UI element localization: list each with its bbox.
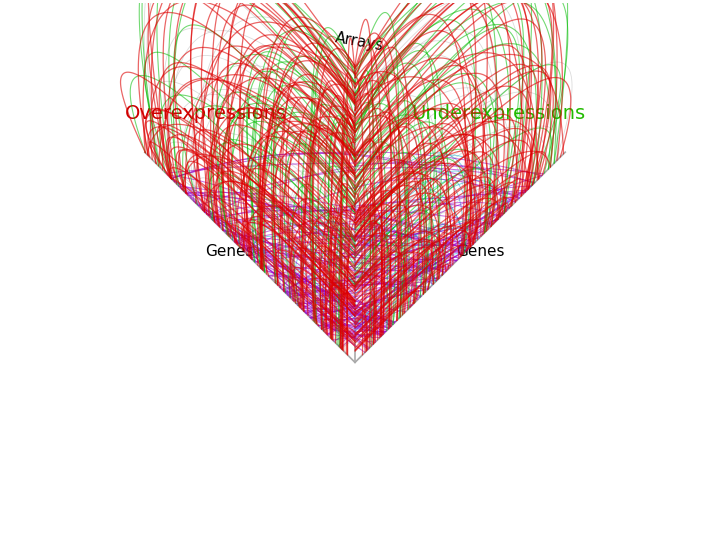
- Text: Arrays: Arrays: [334, 30, 386, 53]
- Text: Underexpressions: Underexpressions: [411, 103, 585, 123]
- Text: Genes: Genes: [205, 244, 253, 259]
- Text: Overexpressions: Overexpressions: [125, 103, 287, 123]
- Text: Genes: Genes: [457, 244, 505, 259]
